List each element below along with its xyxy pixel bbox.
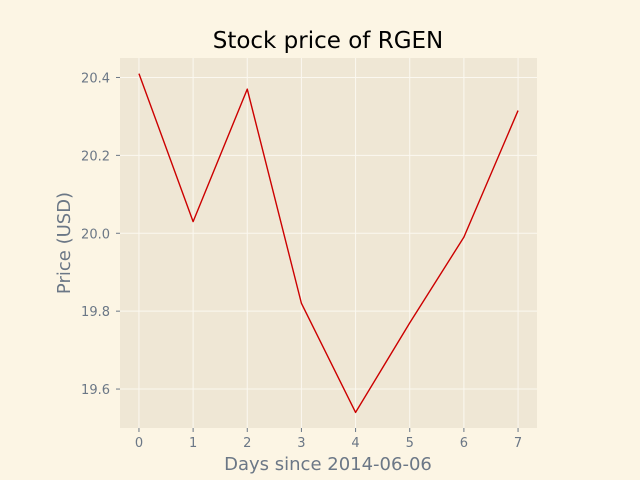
y-tick-label: 20.0 xyxy=(81,227,110,242)
x-tick-label: 1 xyxy=(189,436,197,451)
series-line xyxy=(138,73,519,414)
x-tick-label: 0 xyxy=(135,436,143,451)
y-tick-label: 20.4 xyxy=(81,71,110,86)
x-gridlines xyxy=(138,58,519,428)
x-tick-label: 7 xyxy=(514,436,522,451)
x-tick-label: 5 xyxy=(406,436,414,451)
series-group xyxy=(138,73,519,414)
y-gridlines xyxy=(120,76,537,390)
x-axis-label: Days since 2014-06-06 xyxy=(224,454,432,475)
x-tick-label: 6 xyxy=(460,436,468,451)
y-tick-label: 19.8 xyxy=(81,305,110,320)
x-tick-label: 4 xyxy=(351,436,359,451)
x-tick-label: 3 xyxy=(297,436,305,451)
plot-area xyxy=(120,58,537,428)
x-tick-labels: 0 1 2 3 4 5 6 7 xyxy=(135,428,522,451)
x-tick-label: 2 xyxy=(243,436,251,451)
chart-title: Stock price of RGEN xyxy=(213,28,444,54)
y-axis-label: Price (USD) xyxy=(54,192,75,294)
y-tick-labels: 19.6 19.8 20.0 20.2 20.4 xyxy=(81,71,120,398)
y-tick-label: 19.6 xyxy=(81,383,110,398)
y-tick-label: 20.2 xyxy=(81,149,110,164)
